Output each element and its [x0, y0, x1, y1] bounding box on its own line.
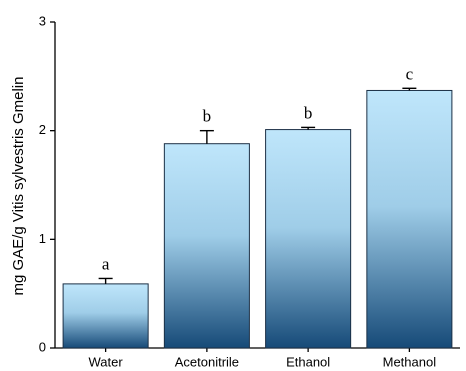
x-axis: Water Acetonitrile Ethanol Methanol: [55, 347, 460, 369]
y-tick-label: 1: [39, 231, 46, 246]
significance-label: c: [406, 64, 414, 83]
y-tick-label: 2: [39, 122, 46, 137]
bar-methanol: [366, 89, 453, 349]
significance-label: b: [304, 103, 313, 122]
x-tick-label: Ethanol: [286, 354, 330, 369]
x-tick-label: Water: [89, 354, 124, 369]
significance-label: a: [102, 254, 110, 273]
significance-label: b: [203, 107, 212, 126]
bars-group: a b b c: [62, 64, 453, 349]
y-axis-label: mg GAE/g Vitis sylvestris Gmelin: [10, 77, 27, 296]
bar-ethanol: [265, 129, 352, 349]
bar-water: [62, 283, 149, 349]
y-tick-label: 0: [39, 339, 46, 354]
y-axis: 0 1 2 3: [39, 13, 56, 354]
bar-acetonitrile: [163, 143, 250, 349]
x-tick-label: Acetonitrile: [175, 354, 239, 369]
y-tick-label: 3: [39, 13, 46, 28]
x-tick-label: Methanol: [383, 354, 437, 369]
